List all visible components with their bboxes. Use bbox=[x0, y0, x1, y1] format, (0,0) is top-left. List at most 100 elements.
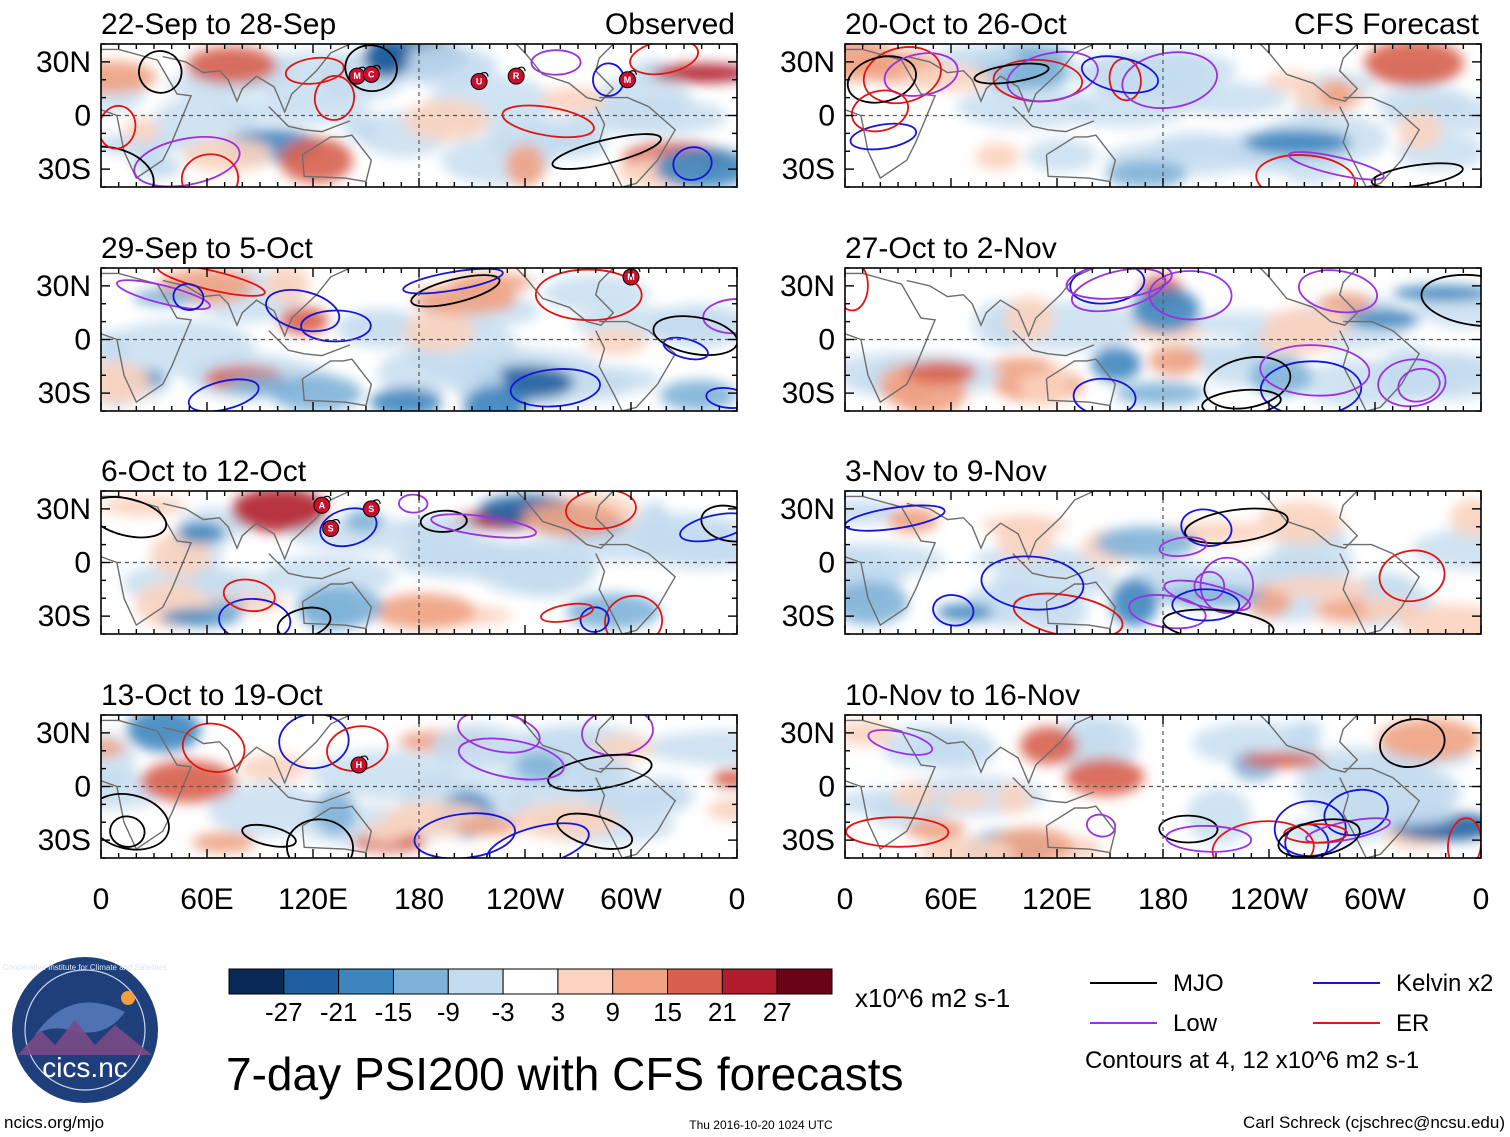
contour-loop bbox=[1006, 50, 1099, 103]
coastline bbox=[845, 495, 937, 627]
coastline bbox=[1045, 581, 1117, 630]
shading-blob bbox=[192, 832, 256, 853]
contour-loop bbox=[265, 289, 341, 333]
contour-loop bbox=[1065, 268, 1173, 300]
shading-blob bbox=[131, 142, 165, 177]
legend: MJO Kelvin x2 Low ER bbox=[1090, 970, 1493, 1037]
coastlines bbox=[101, 268, 677, 411]
shading-blob bbox=[1091, 346, 1141, 382]
shading-blob bbox=[463, 386, 527, 411]
shading-blob bbox=[1256, 325, 1334, 355]
x-tick-label: 0 bbox=[837, 883, 854, 916]
coastline bbox=[268, 777, 351, 804]
contour-loop bbox=[1158, 536, 1208, 558]
y-tick-label: 30N bbox=[36, 46, 91, 79]
contour-loop bbox=[672, 146, 713, 181]
shading-blob bbox=[264, 268, 311, 304]
contour-loop bbox=[300, 309, 372, 343]
footer-author: Carl Schreck (cjschrec@ncsu.edu) bbox=[1243, 1113, 1505, 1132]
shading-blob bbox=[539, 87, 608, 113]
period-label: 22-Sep to 28-Sep bbox=[101, 8, 336, 41]
y-tick-label: 30S bbox=[38, 377, 91, 410]
shading-blob bbox=[585, 328, 647, 356]
contour-loop bbox=[551, 133, 662, 170]
shading-blob bbox=[101, 739, 125, 757]
shading-blob bbox=[1412, 527, 1481, 571]
contour-loop bbox=[530, 49, 582, 76]
contour-loop bbox=[101, 496, 168, 539]
shading-blob bbox=[239, 753, 310, 782]
colorbar-label: -15 bbox=[375, 997, 413, 1027]
contour-loop bbox=[1397, 367, 1441, 403]
contour-loop bbox=[313, 74, 356, 121]
shading-blob bbox=[1377, 718, 1481, 761]
shading-blob bbox=[891, 782, 938, 807]
map-panel: H 13-Oct to 19-Oct 30N 0 30S bbox=[36, 679, 738, 859]
contour-loop bbox=[1184, 507, 1289, 545]
contour-loop bbox=[1070, 268, 1167, 313]
colorbar-units: x10^6 m2 s-1 bbox=[855, 983, 1010, 1013]
storm-marker: H bbox=[350, 755, 369, 774]
shading-blob bbox=[1345, 309, 1420, 329]
period-label: 27-Oct to 2-Nov bbox=[845, 232, 1057, 265]
colorbar-label: -21 bbox=[320, 997, 358, 1027]
storm-letter: M bbox=[624, 75, 632, 85]
logo-text: cics.nc bbox=[42, 1052, 128, 1083]
coastline bbox=[845, 719, 937, 851]
shading-blob bbox=[140, 760, 237, 803]
coastline bbox=[1045, 358, 1117, 407]
column-label: CFS Forecast bbox=[1294, 8, 1480, 41]
contour-loop bbox=[222, 578, 276, 613]
x-tick-label: 120E bbox=[1022, 883, 1092, 916]
y-tick-label: 30N bbox=[780, 493, 835, 526]
coastlines bbox=[845, 715, 1421, 858]
coastline bbox=[1339, 320, 1421, 411]
y-tick-label: 30N bbox=[36, 717, 91, 750]
contour-loop bbox=[116, 279, 211, 311]
tick-marks bbox=[100, 267, 738, 412]
contour-loop bbox=[284, 56, 345, 85]
tick-marks bbox=[844, 714, 1482, 859]
y-tick-label: 30S bbox=[38, 153, 91, 186]
colorbar-label: 27 bbox=[763, 997, 792, 1027]
contour-loop bbox=[138, 50, 183, 94]
shading-blob bbox=[1243, 129, 1352, 156]
tick-marks bbox=[844, 490, 1482, 635]
storm-letter: A bbox=[319, 500, 326, 510]
coastline bbox=[301, 134, 373, 183]
contour-loop bbox=[1163, 579, 1252, 612]
period-label: 20-Oct to 26-Oct bbox=[845, 8, 1067, 41]
colorbar-label: 9 bbox=[605, 997, 619, 1027]
wave-contours bbox=[101, 491, 737, 634]
contour-loop bbox=[652, 315, 737, 356]
shading-field bbox=[845, 44, 1481, 187]
y-tick-label: 30N bbox=[780, 46, 835, 79]
coastline bbox=[162, 491, 351, 561]
shading-blob bbox=[101, 60, 157, 94]
footer-timestamp: Thu 2016-10-20 1024 UTC bbox=[689, 1118, 833, 1132]
contour-loop bbox=[540, 602, 594, 623]
y-tick-label: 30N bbox=[36, 493, 91, 526]
storm-letter: U bbox=[476, 77, 483, 87]
contour-loop bbox=[1128, 594, 1207, 630]
period-label: 6-Oct to 12-Oct bbox=[101, 455, 307, 488]
shading-field bbox=[101, 268, 737, 411]
shading-blob bbox=[231, 491, 327, 533]
contour-loop bbox=[556, 812, 634, 850]
storm-marker: S bbox=[322, 518, 341, 538]
coastline bbox=[268, 330, 351, 357]
contour-loop bbox=[133, 136, 241, 187]
contour-loop bbox=[156, 268, 266, 297]
contour-loop bbox=[1259, 344, 1371, 397]
shading-blob bbox=[1349, 804, 1455, 827]
contour-loop bbox=[1203, 356, 1292, 410]
storm-marker: M bbox=[618, 70, 638, 89]
period-label: 10-Nov to 16-Nov bbox=[845, 679, 1080, 712]
footer-url: ncics.org/mjo bbox=[4, 1113, 104, 1132]
shading-blob bbox=[1150, 132, 1248, 164]
coastline bbox=[1339, 767, 1421, 858]
shading-blob bbox=[1025, 138, 1098, 172]
shading-blob bbox=[457, 817, 520, 836]
shading-blob bbox=[936, 603, 994, 622]
coastline bbox=[595, 767, 677, 858]
